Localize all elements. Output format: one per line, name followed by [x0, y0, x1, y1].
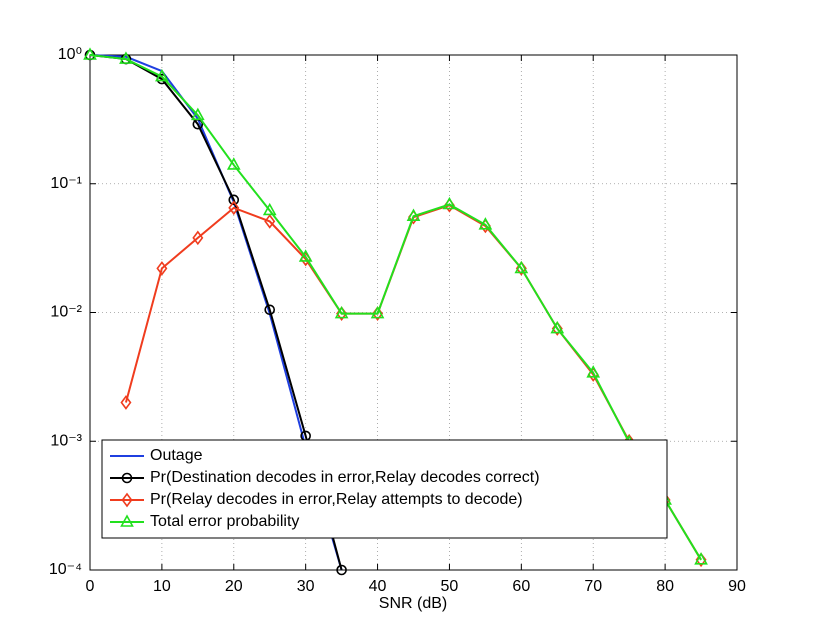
marker: [514, 260, 529, 274]
marker: [83, 47, 97, 60]
marker: [156, 261, 168, 276]
marker: [226, 157, 241, 170]
x-tick-label: 90: [728, 578, 746, 595]
x-tick-label: 30: [297, 578, 315, 595]
legend-label: Outage: [150, 447, 203, 464]
marker: [155, 68, 169, 82]
marker: [121, 472, 133, 484]
x-tick-label: 50: [441, 578, 459, 595]
y-tick-label: 10⁻²: [50, 304, 82, 321]
marker: [406, 208, 421, 221]
x-tick-label: 0: [86, 578, 95, 595]
plot-frame: [89, 54, 738, 571]
legend-label: Pr(Relay decodes in error,Relay attempts…: [150, 491, 523, 508]
legend: Outage Pr(Destination decodes in error,Re…: [101, 439, 668, 539]
x-tick-label: 80: [656, 578, 674, 595]
legend-label: Total error probability: [150, 513, 299, 530]
y-tick-label: 10⁻⁴: [49, 561, 82, 578]
marker: [298, 249, 313, 262]
marker: [694, 552, 708, 565]
marker: [334, 305, 349, 319]
marker: [586, 365, 601, 378]
legend-box: [101, 439, 668, 539]
marker: [192, 230, 204, 246]
legend-label: Pr(Destination decodes in error,Relay de…: [150, 469, 540, 486]
marker: [190, 107, 205, 121]
y-tick-label: 10⁻³: [50, 432, 82, 449]
x-tick-label: 40: [369, 578, 387, 595]
marker: [228, 194, 240, 206]
x-tick-label: 20: [225, 578, 243, 595]
marker: [262, 202, 277, 216]
x-tick-label: 10: [153, 578, 171, 595]
x-tick-label: 60: [512, 578, 530, 595]
marker: [120, 514, 134, 527]
marker: [550, 320, 565, 334]
marker: [370, 305, 385, 319]
x-tick-label: 70: [584, 578, 602, 595]
marker: [228, 200, 240, 216]
marker: [120, 395, 132, 410]
marker: [264, 214, 276, 229]
marker: [336, 564, 347, 576]
marker: [442, 196, 457, 210]
y-tick-label: 10⁰: [58, 46, 82, 63]
marker: [264, 304, 276, 316]
series-line: [89, 54, 702, 561]
x-axis-label: SNR (dB): [379, 595, 447, 612]
marker: [121, 492, 133, 508]
y-tick-label: 10⁻¹: [50, 175, 82, 192]
marker: [119, 51, 133, 64]
marker: [478, 217, 493, 230]
